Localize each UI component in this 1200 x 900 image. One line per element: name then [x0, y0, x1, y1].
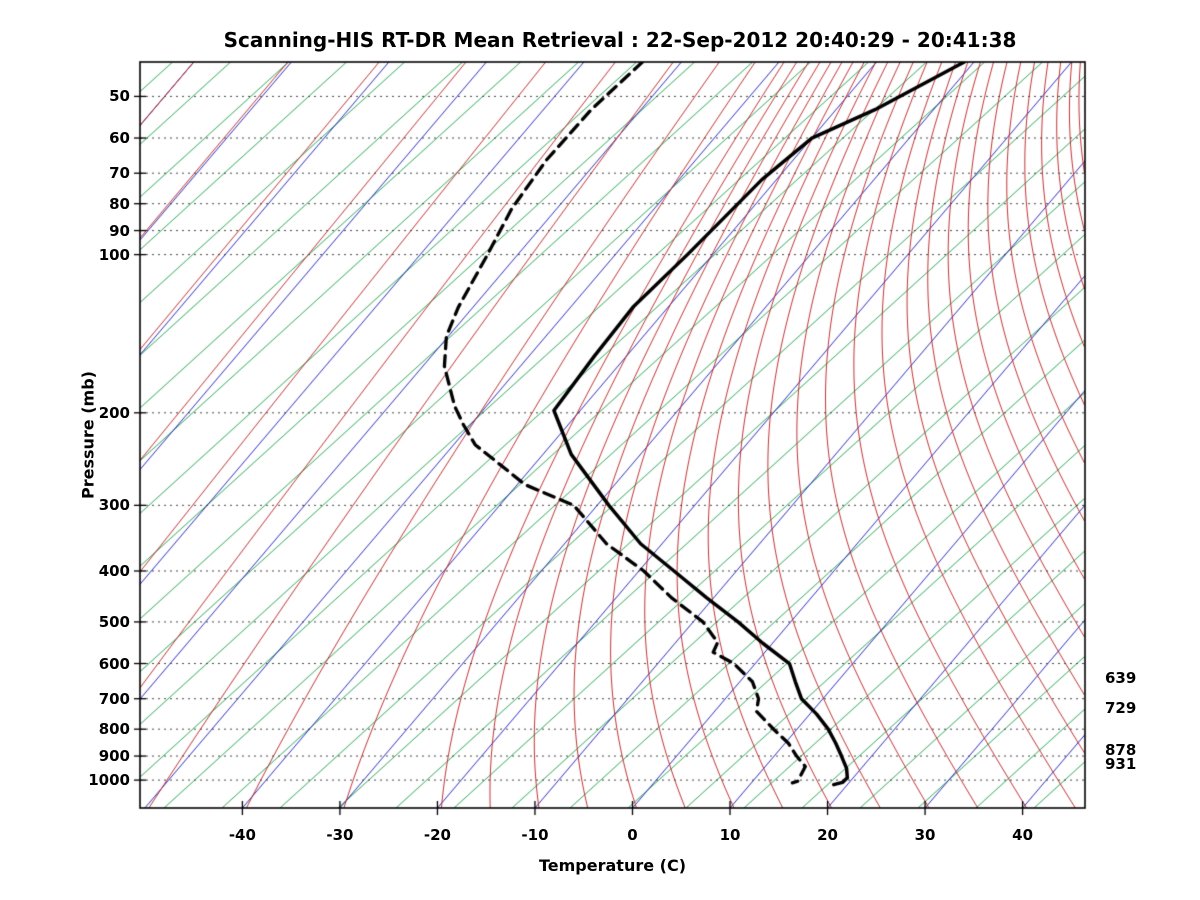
- pressure-tick-label: 50: [109, 87, 130, 106]
- right-pressure-level-label: 639: [1105, 668, 1137, 687]
- y-axis-title: Pressure (mb): [78, 371, 98, 499]
- chart-title: Scanning-HIS RT-DR Mean Retrieval : 22-S…: [223, 28, 1017, 52]
- temperature-tick-label: 30: [914, 826, 936, 844]
- pressure-tick-label: 300: [98, 496, 130, 515]
- right-pressure-level-label: 729: [1105, 698, 1137, 717]
- temperature-tick-label: 0: [627, 826, 638, 844]
- temperature-tick-label: 10: [719, 826, 741, 844]
- temperature-tick-label: 20: [817, 826, 838, 844]
- right-pressure-level-label: 878: [1105, 741, 1137, 760]
- pressure-tick-label: 100: [98, 245, 130, 264]
- pressure-tick-label: 500: [98, 612, 130, 631]
- pressure-tick-label: 200: [98, 403, 130, 422]
- temperature-tick-label: -10: [521, 826, 549, 844]
- pressure-tick-label: 800: [98, 720, 130, 739]
- right-pressure-level-label: 931: [1105, 754, 1137, 773]
- pressure-tick-label: 600: [98, 654, 130, 673]
- pressure-tick-label: 70: [109, 164, 130, 183]
- pressure-tick-label: 700: [98, 689, 130, 708]
- pressure-tick-label: 60: [109, 129, 130, 148]
- temperature-tick-label: -30: [326, 826, 354, 844]
- x-axis-title: Temperature (C): [538, 856, 687, 875]
- temperature-tick-label: -20: [423, 826, 451, 844]
- pressure-tick-label: 90: [109, 221, 130, 240]
- pressure-tick-label: 400: [98, 561, 130, 580]
- temperature-tick-label: -40: [228, 826, 256, 844]
- pressure-tick-label: 1000: [88, 771, 130, 790]
- pressure-tick-label: 80: [109, 194, 130, 213]
- pressure-tick-label: 900: [98, 747, 130, 766]
- temperature-tick-label: 40: [1012, 826, 1034, 844]
